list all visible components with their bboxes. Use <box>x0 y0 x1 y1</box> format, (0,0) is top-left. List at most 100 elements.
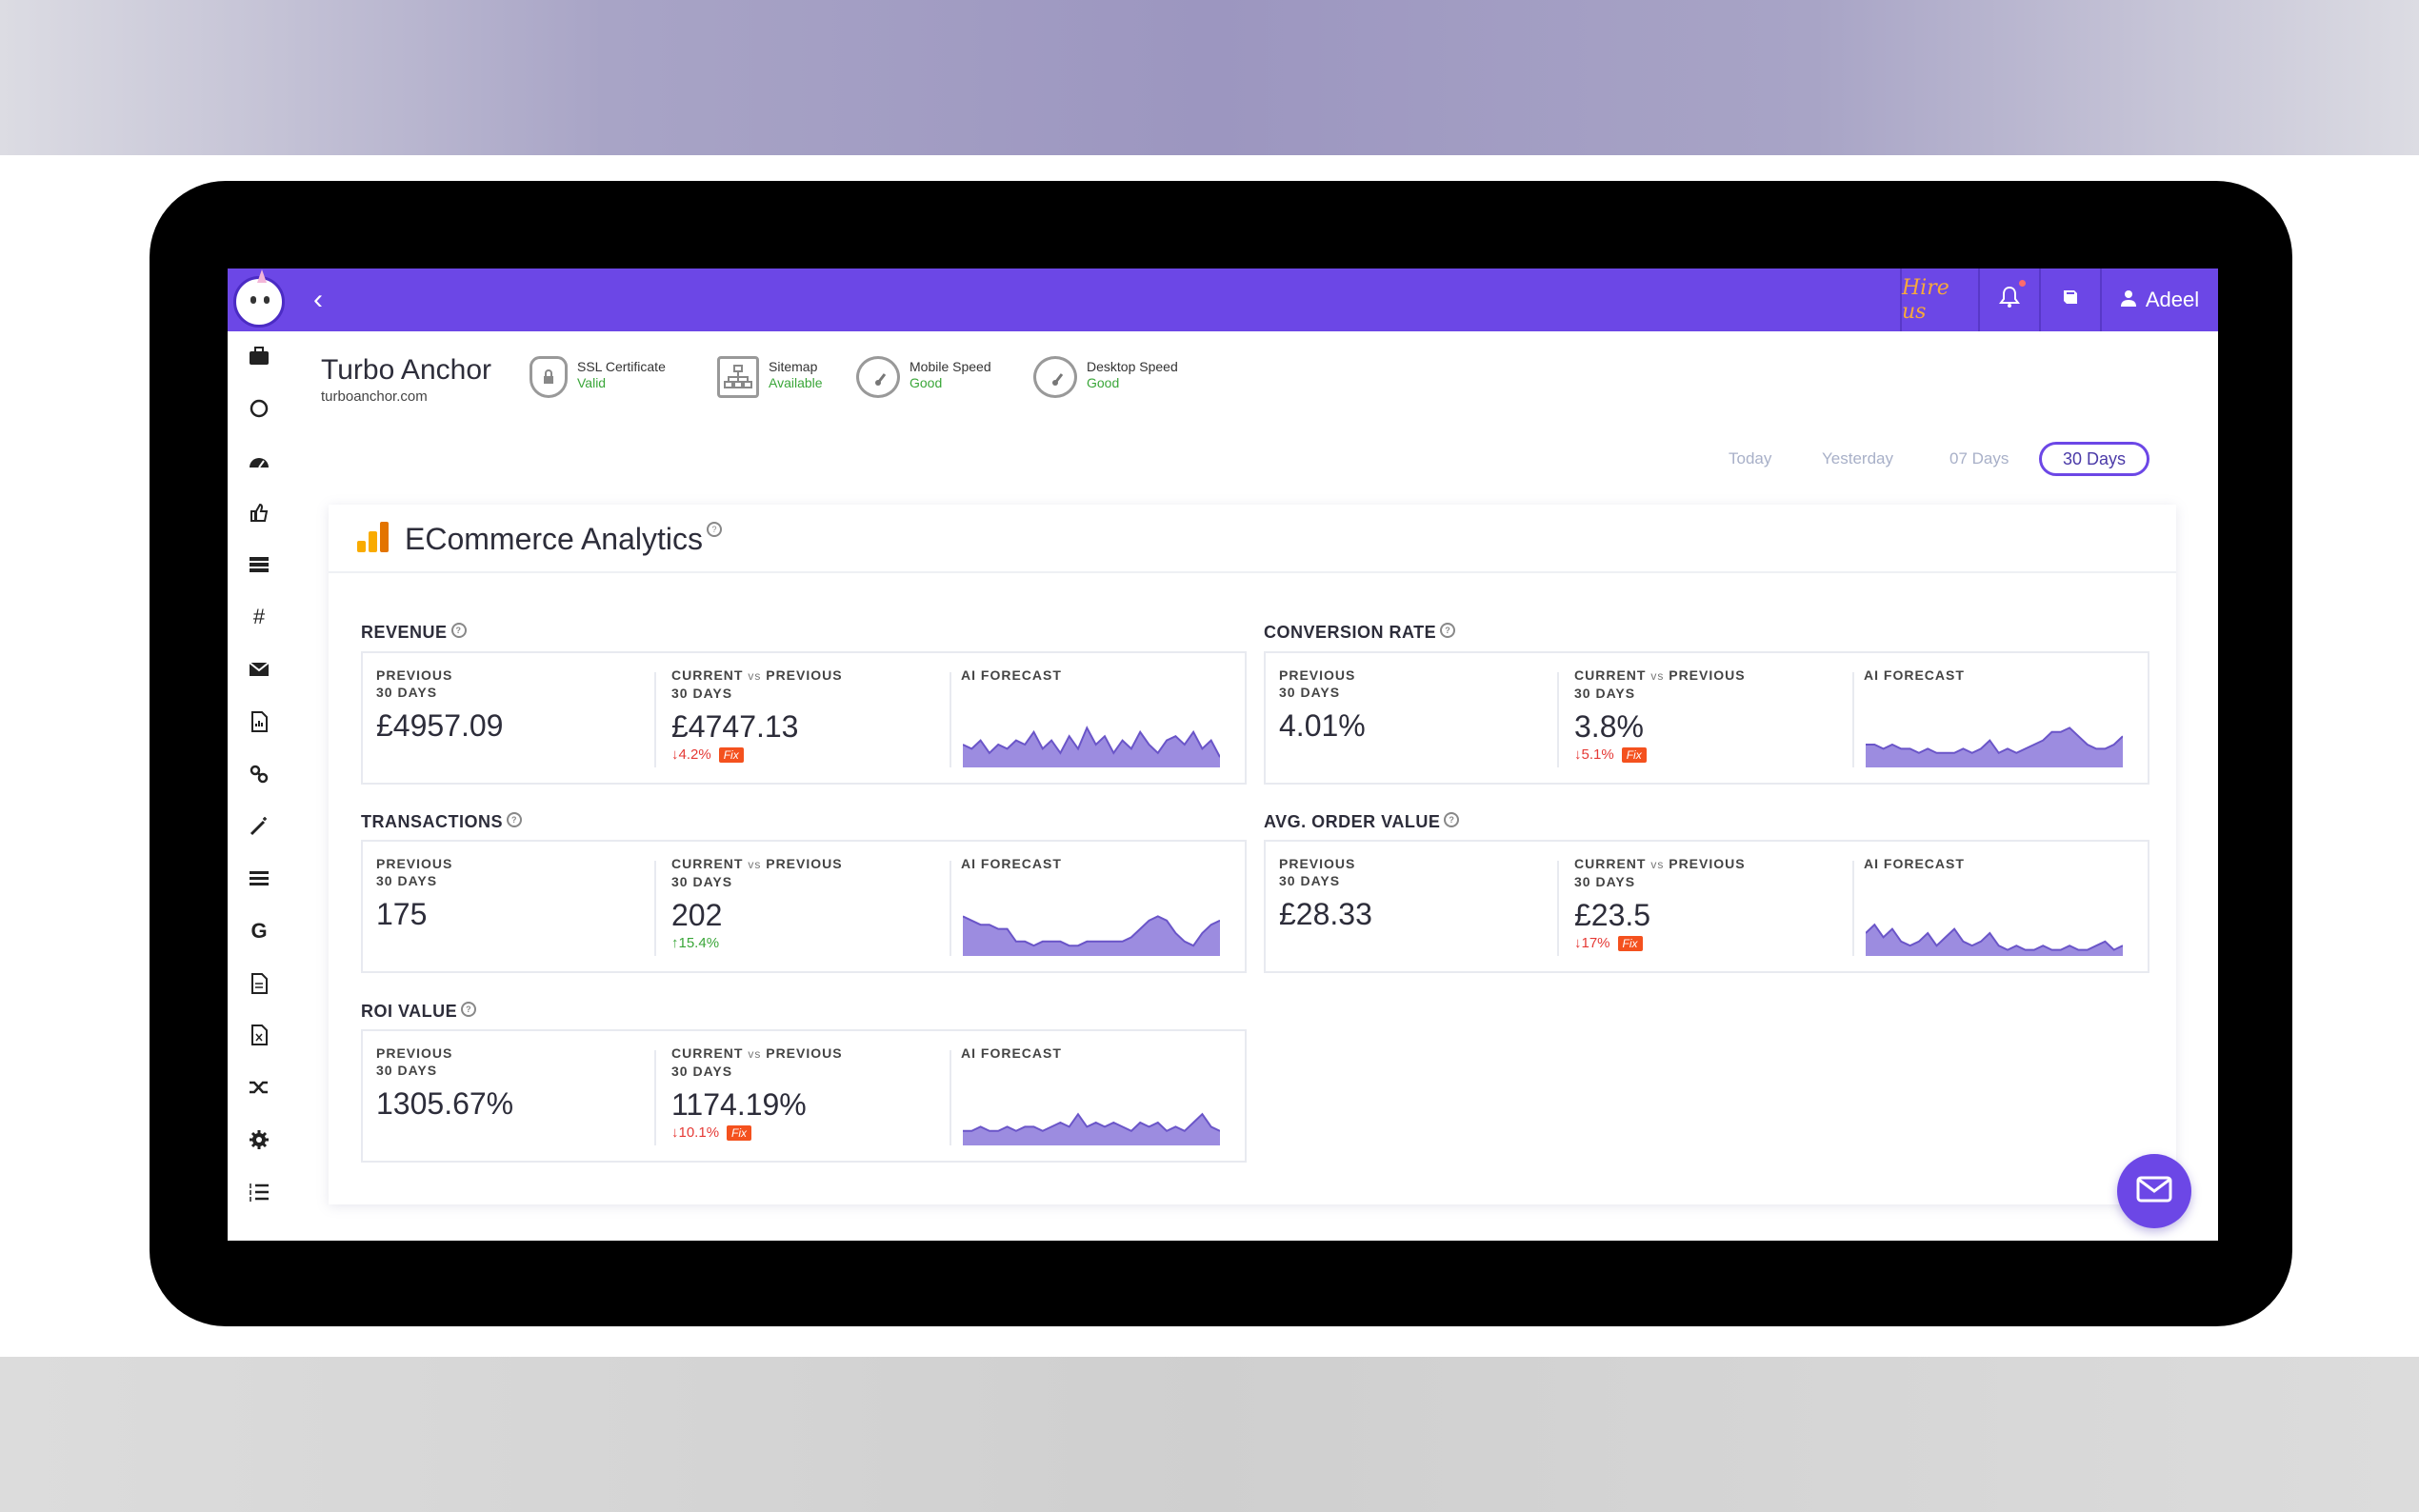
contact-chat-button[interactable] <box>2117 1154 2191 1228</box>
sparkline-line <box>963 1112 1220 1132</box>
info-icon[interactable]: ? <box>461 1002 477 1017</box>
range-7-days[interactable]: 07 Days <box>1949 449 2009 468</box>
range-yesterday[interactable]: Yesterday <box>1822 449 1893 468</box>
previous-label: PREVIOUS 30 DAYS <box>376 667 453 700</box>
site-name: Turbo Anchor <box>321 354 491 386</box>
unicorn-logo[interactable] <box>233 269 285 328</box>
mobile-speed-value: Good <box>910 375 943 390</box>
sparkline-area <box>963 1114 1220 1145</box>
previous-label: PREVIOUS 30 DAYS <box>1279 856 1356 888</box>
roi-value-forecast-sparkline <box>963 1112 1220 1145</box>
hashtag-icon[interactable]: # <box>252 605 266 628</box>
avg-order-value-forecast-sparkline <box>1866 923 2123 956</box>
briefcase-icon[interactable] <box>242 339 276 373</box>
user-menu[interactable]: Adeel <box>2100 269 2218 331</box>
transactions-forecast-sparkline <box>963 915 1220 956</box>
thumbs-up-icon[interactable] <box>242 495 276 529</box>
envelope-icon <box>2136 1176 2172 1207</box>
ssl-status: SSL Certificate Valid <box>530 356 666 398</box>
user-name: Adeel <box>2145 288 2200 311</box>
collapse-sidebar-button[interactable]: ‹ <box>304 284 332 316</box>
top-bar-actions: Hire us Adeel <box>1900 269 2218 331</box>
roi-value-card: PREVIOUS 30 DAYS 1305.67% CURRENT vs PREV… <box>361 1029 1247 1163</box>
link-icon[interactable] <box>242 757 276 791</box>
sparkline-area <box>963 727 1220 767</box>
table-list-icon[interactable] <box>242 547 276 582</box>
excel-file-icon[interactable] <box>242 1018 276 1052</box>
revenue-card: PREVIOUS 30 DAYS £4957.09 CURRENT vs PREV… <box>361 651 1247 785</box>
site-url[interactable]: turboanchor.com <box>321 388 428 405</box>
book-icon <box>2061 288 2080 312</box>
range-30-days[interactable]: 30 Days <box>2039 442 2149 476</box>
ecommerce-analytics-panel: ECommerce Analytics? REVENUE? PREVIOUS 30… <box>329 505 2176 1204</box>
avg-order-value-previous: £28.33 <box>1279 897 1372 931</box>
ai-forecast-label: AI FORECAST <box>961 856 1062 871</box>
conversion-rate-change: ↓5.1% Fix <box>1574 746 1746 763</box>
conversion-rate-title: CONVERSION RATE? <box>1264 623 1456 643</box>
conversion-rate-previous: 4.01% <box>1279 708 1366 743</box>
roi-value-previous: 1305.67% <box>376 1086 514 1121</box>
circle-icon[interactable] <box>242 391 276 426</box>
info-icon[interactable]: ? <box>507 812 522 827</box>
app-screen: ‹ Hire us Adeel <box>228 269 2218 1241</box>
hire-us-button[interactable]: Hire us <box>1900 269 1978 331</box>
ai-forecast-label: AI FORECAST <box>961 667 1062 683</box>
notifications-button[interactable] <box>1978 269 2039 331</box>
fix-button[interactable]: Fix <box>1617 935 1643 951</box>
revenue-title: REVENUE? <box>361 623 467 643</box>
docs-button[interactable] <box>2039 269 2100 331</box>
transactions-previous: 175 <box>376 897 428 931</box>
info-icon[interactable]: ? <box>706 522 722 537</box>
sidebar: # G <box>228 331 290 1241</box>
roi-value-title: ROI VALUE? <box>361 1002 477 1022</box>
sparkline-line <box>1866 923 2123 951</box>
sitemap-status: Sitemap Available <box>717 356 823 398</box>
range-today[interactable]: Today <box>1729 449 1772 468</box>
desktop-speed-label: Desktop Speed <box>1087 359 1178 374</box>
sitemap-label: Sitemap <box>769 359 818 374</box>
avg-order-value-current: £23.5 <box>1574 898 1651 932</box>
previous-label: PREVIOUS 30 DAYS <box>1279 667 1356 700</box>
fix-button[interactable]: Fix <box>1621 746 1647 763</box>
ai-forecast-label: AI FORECAST <box>1864 856 1965 871</box>
sparkline-area <box>963 916 1220 956</box>
avg-order-value-title: AVG. ORDER VALUE? <box>1264 812 1460 832</box>
current-vs-previous-label: CURRENT vs PREVIOUS 30 DAYS <box>1574 856 1746 889</box>
roi-value-change: ↓10.1% Fix <box>671 1124 843 1141</box>
info-icon[interactable]: ? <box>1444 812 1460 827</box>
sparkline-line <box>1866 726 2123 755</box>
list-icon[interactable] <box>242 862 276 896</box>
info-icon[interactable]: ? <box>1440 623 1456 638</box>
desktop-speed-status: Desktop Speed Good <box>1033 356 1178 398</box>
magic-wand-icon[interactable] <box>242 809 276 844</box>
transactions-change: ↑15.4% <box>671 935 720 951</box>
google-icon[interactable]: G <box>250 919 268 943</box>
info-icon[interactable]: ? <box>450 623 467 638</box>
ssl-label: SSL Certificate <box>577 359 666 374</box>
hire-us-label: Hire us <box>1902 276 1949 324</box>
sitemap-icon <box>717 356 759 398</box>
shield-lock-icon <box>530 356 568 398</box>
document-icon[interactable] <box>242 966 276 1001</box>
current-vs-previous-label: CURRENT vs PREVIOUS 30 DAYS <box>1574 667 1746 701</box>
fix-button[interactable]: Fix <box>718 746 744 763</box>
shuffle-icon[interactable] <box>242 1070 276 1104</box>
envelope-icon[interactable] <box>242 652 276 686</box>
ai-forecast-label: AI FORECAST <box>1864 667 1965 683</box>
ordered-list-icon[interactable] <box>242 1175 276 1209</box>
transactions-current: 202 <box>671 898 723 932</box>
sparkline-line <box>963 726 1220 758</box>
current-vs-previous-label: CURRENT vs PREVIOUS 30 DAYS <box>671 1045 843 1079</box>
revenue-current: £4747.13 <box>671 709 799 744</box>
panel-header: ECommerce Analytics? <box>329 505 2176 573</box>
conversion-rate-card: PREVIOUS 30 DAYS 4.01% CURRENT vs PREVIOU… <box>1264 651 2149 785</box>
dashboard-gauge-icon[interactable] <box>242 444 276 478</box>
sparkline-line <box>963 915 1220 947</box>
gear-icon[interactable] <box>242 1123 276 1157</box>
current-vs-previous-label: CURRENT vs PREVIOUS 30 DAYS <box>671 667 843 701</box>
fix-button[interactable]: Fix <box>727 1124 752 1141</box>
file-chart-icon[interactable] <box>242 705 276 739</box>
panel-title: ECommerce Analytics? <box>405 522 722 557</box>
background-top <box>0 0 2419 155</box>
chevron-left-icon: ‹ <box>313 284 323 315</box>
